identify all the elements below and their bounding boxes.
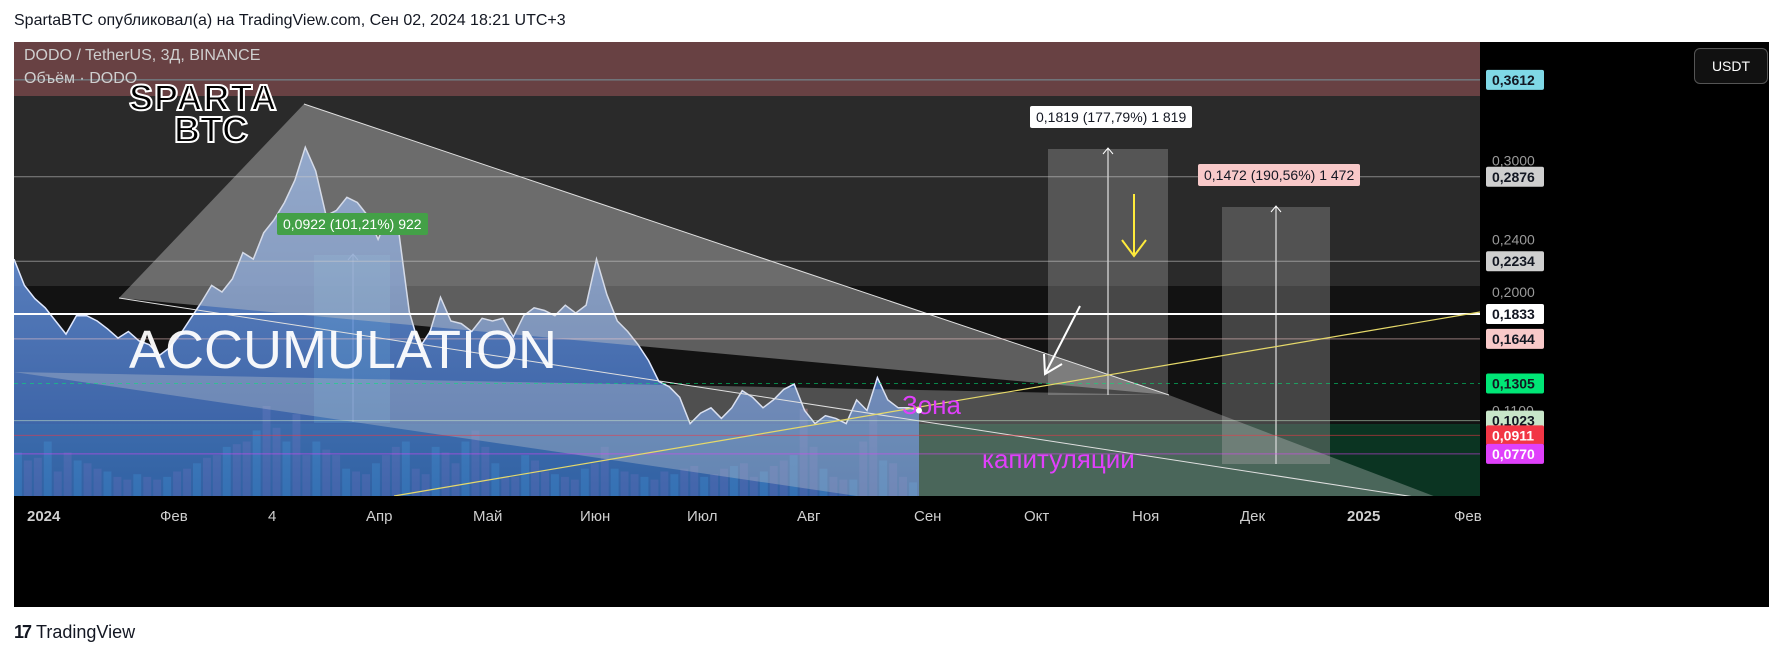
price-label: 0,1305 [1486,373,1544,394]
resistance-zone [14,42,1480,96]
white-arrow-shaft [1045,305,1081,373]
time-tick-label: 2025 [1347,508,1380,525]
tradingview-logo-icon: 17 [14,622,32,642]
zone-label-line2: капитуляции [982,444,1135,474]
last-price-dot [916,407,922,414]
time-tick-label: Сен [914,508,941,525]
currency-button[interactable]: USDT [1694,48,1768,84]
svg-text:0,1305: 0,1305 [1492,375,1535,391]
svg-text:0,1644: 0,1644 [1492,331,1535,347]
white-arrow-head [1043,353,1063,376]
time-tick-label: 2024 [27,508,61,525]
price-tick-label: 0,2400 [1492,231,1535,247]
time-tick-label: Июн [580,508,610,525]
svg-text:0,2234: 0,2234 [1492,253,1535,269]
accumulation-label: ACCUMULATION [129,320,557,380]
publish-header: SpartaBTC опубликовал(а) на TradingView.… [14,12,566,29]
time-tick-label: Дек [1240,508,1266,525]
measure-label-2: 0,1819 (177,79%) 1 819 [1030,106,1193,128]
price-label: 0,2234 [1486,251,1544,272]
time-tick-label: Фев [160,508,188,525]
measure-arrowhead-2 [1102,147,1114,155]
price-line [14,145,920,425]
price-tick-label: 0,3000 [1492,152,1535,168]
svg-text:0,3612: 0,3612 [1492,72,1535,88]
time-tick-label: 4 [268,508,276,525]
volume-legend[interactable]: Объём · DODO [24,70,138,87]
price-label: 0,1833 [1486,304,1544,325]
price-label: 0,1644 [1486,328,1544,349]
wedge-upper-line [303,103,1170,396]
time-tick-label: Июл [687,508,717,525]
svg-text:0,0770: 0,0770 [1492,446,1535,462]
price-label: 0,0911 [1486,425,1544,446]
svg-text:0,0911: 0,0911 [1492,427,1534,443]
falling-wedge [14,372,1444,500]
footer-brand: 17 TradingView [14,622,135,643]
price-label: 0,0770 [1486,443,1544,464]
time-tick-label: Апр [366,508,392,525]
price-levels [14,79,1480,455]
yellow-arrow-head [1121,239,1147,258]
time-axis[interactable] [14,496,1769,536]
zone-label-line1: Зона [902,390,962,420]
measure-arrowhead-3 [1270,205,1282,213]
measure-label-3: 0,1472 (190,56%) 1 472 [1198,164,1361,186]
time-tick-label: Ноя [1132,508,1159,525]
price-tick-label: 0,2000 [1492,284,1535,300]
price-label: 0,3612 [1486,69,1544,90]
price-axis-labels: 0,3612 0,2876 0,2234 0,1833 0,1644 0,1305 0,10… [1486,69,1544,464]
price-label: 0,2876 [1486,166,1544,187]
svg-text:0,2876: 0,2876 [1492,169,1535,185]
svg-text:0,1833: 0,1833 [1492,306,1535,322]
time-tick-label: Май [473,508,502,525]
support-trendline [393,311,1481,497]
time-tick-label: Окт [1024,508,1049,525]
svg-text:0,1023: 0,1023 [1492,413,1535,429]
price-area [14,147,919,497]
chart-frame[interactable]: 0,3000 0,2400 0,2000 0,1100 0,3612 0,2876 0,2… [14,42,1769,607]
wedge-lower-line [118,297,1435,501]
time-tick-label: Фев [1454,508,1482,525]
symbol-legend[interactable]: DODO / TetherUS, 3Д, BINANCE [24,47,261,64]
measure-label-1: 0,0922 (101,21%) 922 [277,213,428,235]
watermark-line1: SPARTA [129,77,278,118]
watermark-line2: BTC [174,109,248,150]
time-tick-label: Авг [797,508,821,525]
footer-brand-text: TradingView [36,622,136,642]
time-axis-ticks: 2024 Фев 4 Апр Май Июн Июл Авг Сен Окт Ноя Дек 2025 Ф… [27,508,1482,525]
